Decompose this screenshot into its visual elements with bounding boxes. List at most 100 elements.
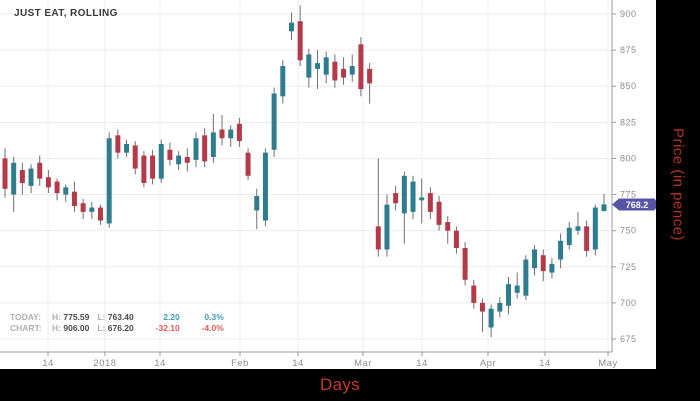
candle-body <box>558 240 564 260</box>
candle-body <box>601 204 607 212</box>
y-tick-label: 850 <box>620 81 637 91</box>
candle-body <box>453 230 459 248</box>
candle-body <box>497 302 503 312</box>
chart-low-label: L: <box>97 323 106 333</box>
candle-body <box>262 152 268 221</box>
candle-body <box>271 93 277 150</box>
candle-body <box>150 155 156 179</box>
x-tick-label: 14 <box>539 358 551 369</box>
x-tick-label: 14 <box>154 358 166 369</box>
candle-body <box>419 197 425 201</box>
x-axis-title: Days <box>320 375 360 394</box>
x-tick-label: 14 <box>42 358 54 369</box>
candle-body <box>202 135 208 162</box>
candle-body <box>367 68 373 84</box>
candle-body <box>132 145 138 169</box>
last-price-badge: 768.2 <box>612 198 656 211</box>
candle-body <box>19 169 25 183</box>
candle-body <box>462 247 468 280</box>
candle-body <box>228 129 234 139</box>
x-tick-label: 14 <box>292 358 304 369</box>
today-high-label: H: <box>52 312 61 322</box>
chart-high-value: 906.00 <box>63 323 90 333</box>
today-low-value: 763.40 <box>107 312 134 322</box>
candle-body <box>514 285 520 293</box>
candle-body <box>89 207 95 212</box>
candle-body <box>37 162 43 179</box>
y-tick-label: 675 <box>620 334 637 344</box>
candle-body <box>592 207 598 250</box>
x-tick-label: Apr <box>480 358 496 369</box>
candle-body <box>245 152 251 176</box>
today-label: TODAY: <box>10 312 42 322</box>
candle-body <box>471 285 477 303</box>
candle-body <box>280 65 286 97</box>
candle-body <box>436 201 442 225</box>
x-tick-label: Mar <box>354 358 372 369</box>
candle-body <box>167 149 173 160</box>
candle-body <box>575 226 581 231</box>
candle-body <box>306 54 312 78</box>
candle-body <box>63 187 69 195</box>
y-tick-label: 875 <box>620 45 637 55</box>
candle-body <box>566 227 572 246</box>
chart-change-value: -32.10 <box>155 323 180 333</box>
candle-body <box>358 44 364 90</box>
candle-body <box>506 284 512 306</box>
candle-body <box>193 138 199 160</box>
y-tick-label: 750 <box>620 226 637 236</box>
y-tick-label: 775 <box>620 190 637 200</box>
candle-body <box>80 203 86 212</box>
candle-body <box>210 132 216 157</box>
candle-body <box>219 129 225 139</box>
candle-body <box>427 193 433 212</box>
candle-body <box>106 138 112 224</box>
x-tick-label: Feb <box>231 358 249 369</box>
y-tick-label: 800 <box>620 153 637 163</box>
candle-body <box>523 259 529 296</box>
candle-body <box>297 21 303 61</box>
x-tick-label: May <box>598 358 617 369</box>
y-tick-label: 900 <box>620 9 637 19</box>
x-axis-title-panel: Days <box>0 369 700 401</box>
x-tick-label: 2018 <box>93 358 116 369</box>
chart-label: CHART: <box>10 323 42 333</box>
candle-body <box>288 22 294 32</box>
candle-body <box>323 57 329 75</box>
candle-body <box>176 155 182 165</box>
y-tick-label: 825 <box>620 117 637 127</box>
last-price-value: 768.2 <box>625 199 649 210</box>
candle-body <box>488 308 494 328</box>
chart-change-percent: -4.0% <box>201 323 224 333</box>
chart-low-value: 676.20 <box>107 323 134 333</box>
candle-body <box>393 193 399 204</box>
today-change-percent: 0.3% <box>204 312 224 322</box>
candle-body <box>401 175 407 214</box>
y-tick-label: 725 <box>620 262 637 272</box>
candle-body <box>540 255 546 272</box>
candle-body <box>549 263 555 273</box>
candle-body <box>332 61 338 81</box>
today-low-label: L: <box>97 312 106 322</box>
candle-body <box>115 135 121 153</box>
candle-body <box>315 63 321 69</box>
candle-body <box>158 143 164 179</box>
candle-body <box>532 249 538 269</box>
today-summary-row: TODAY: H: 775.59 L: 763.40 2.20 0.3% <box>10 312 224 323</box>
candle-body <box>28 168 34 186</box>
candle-body <box>184 156 190 163</box>
candle-body <box>349 65 355 75</box>
candle-body <box>254 195 260 211</box>
candle-body <box>584 226 590 251</box>
candle-body <box>141 155 147 183</box>
candle-body <box>124 143 130 153</box>
candle-body <box>479 302 485 312</box>
today-high-value: 775.59 <box>63 312 90 322</box>
candle-body <box>2 158 8 189</box>
candle-body <box>375 226 381 250</box>
candle-body <box>384 204 390 250</box>
y-axis-title-panel: Price (in pence) <box>656 0 700 369</box>
today-change-value: 2.20 <box>163 312 180 322</box>
